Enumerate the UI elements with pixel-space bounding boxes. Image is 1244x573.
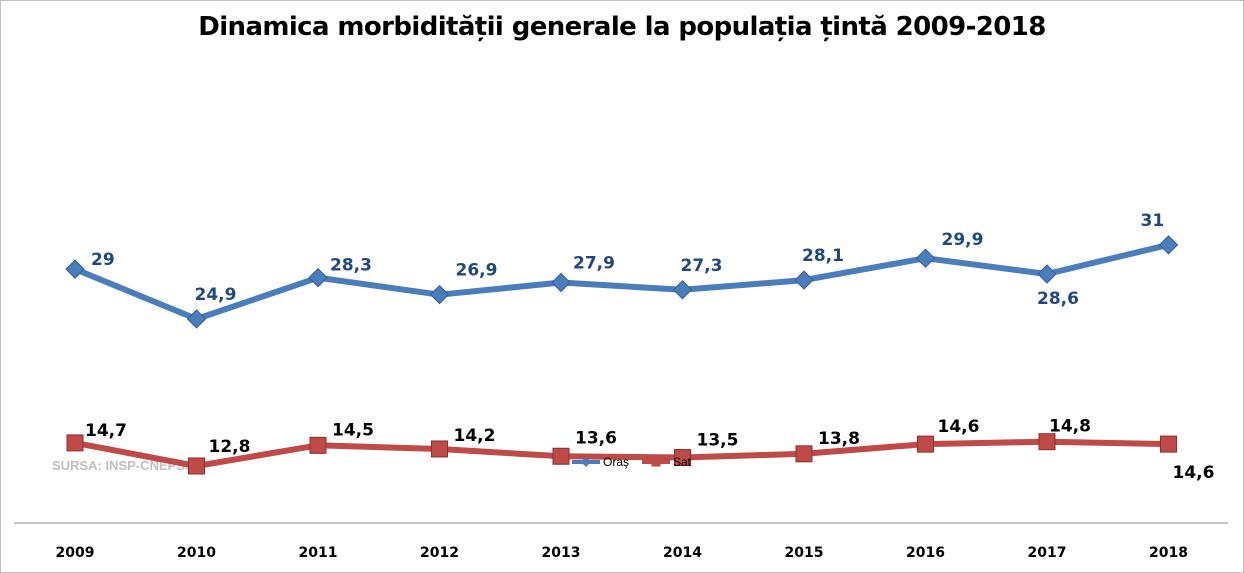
data-point-sat-2016 (917, 435, 934, 453)
data-point-sat-2012 (431, 440, 448, 458)
data-label-sat-2011: 14,5 (332, 420, 374, 440)
data-point-sat-2015 (795, 445, 813, 463)
data-label-ora-2018: 31 (1141, 211, 1165, 231)
data-point-ora-2011 (308, 267, 328, 288)
data-point-ora-2012 (429, 284, 450, 305)
x-tick-label-2011: 2011 (299, 545, 338, 561)
x-tick-label-2016: 2016 (906, 545, 945, 561)
data-label-sat-2013: 13,6 (575, 428, 617, 448)
data-label-sat-2009: 14,7 (85, 421, 127, 441)
data-label-sat-2012: 14,2 (454, 426, 496, 446)
data-point-sat-2010 (188, 457, 205, 475)
x-tick-label-2014: 2014 (663, 545, 702, 561)
legend-label-ora: Oraş (603, 455, 629, 469)
legend-marker-sat (651, 457, 661, 467)
x-tick-label-2009: 2009 (56, 545, 95, 561)
data-label-ora-2009: 29 (91, 250, 115, 270)
data-label-sat-2014: 13,5 (697, 430, 739, 450)
data-point-ora-2017 (1037, 264, 1057, 284)
data-point-sat-2011 (309, 436, 327, 454)
data-label-sat-2018: 14,6 (1173, 463, 1215, 483)
data-point-ora-2016 (915, 248, 936, 268)
data-point-ora-2009 (65, 259, 85, 279)
x-tick-label-2010: 2010 (177, 545, 216, 561)
data-point-sat-2013 (552, 447, 570, 465)
series-layer (65, 235, 1179, 475)
series-line-sat (72, 438, 1172, 469)
x-tick-label-2012: 2012 (420, 545, 459, 561)
data-label-sat-2010: 12,8 (209, 437, 251, 457)
data-label-sat-2015: 13,8 (818, 429, 860, 449)
x-tick-label-2018: 2018 (1149, 545, 1188, 561)
data-point-ora-2013 (551, 272, 571, 293)
data-label-ora-2016: 29,9 (942, 230, 984, 250)
data-point-ora-2015 (794, 270, 814, 290)
legend: Oraş Sat (572, 455, 692, 469)
x-tick-label-2015: 2015 (785, 545, 824, 561)
data-point-sat-2017 (1038, 433, 1056, 451)
data-label-ora-2012: 26,9 (456, 261, 498, 281)
data-point-sat-2009 (66, 434, 84, 452)
data-label-ora-2017: 28,6 (1037, 289, 1079, 309)
data-label-ora-2013: 27,9 (573, 254, 615, 274)
data-point-sat-2018 (1160, 435, 1177, 453)
data-label-ora-2010: 24,9 (195, 285, 237, 305)
data-point-ora-2010 (186, 309, 207, 329)
x-tick-labels: 2009 2010 2011 2012 2013 2014 2015 2016 2017 2018 (56, 545, 1188, 561)
legend-label-sat: Sat (673, 455, 692, 469)
data-point-ora-2018 (1158, 235, 1179, 255)
data-point-sat-2014 (674, 448, 691, 466)
data-point-ora-2014 (672, 280, 693, 300)
legend-marker-ora (581, 457, 591, 467)
data-label-ora-2015: 28,1 (802, 246, 844, 266)
series-line-ora (72, 241, 1172, 322)
x-tick-label-2017: 2017 (1028, 545, 1067, 561)
data-label-sat-2017: 14,8 (1049, 417, 1091, 437)
data-label-ora-2011: 28,3 (330, 256, 372, 276)
data-label-ora-2014: 27,3 (681, 256, 723, 276)
x-tick-label-2013: 2013 (542, 545, 581, 561)
chart-title: Dinamica morbidității generale la popula… (198, 12, 1046, 42)
label-layer: 29 24,9 28,3 26,9 27,9 27,3 28,1 29,9 28,6 31 14,7… (85, 211, 1214, 483)
data-label-sat-2016: 14,6 (938, 417, 980, 437)
